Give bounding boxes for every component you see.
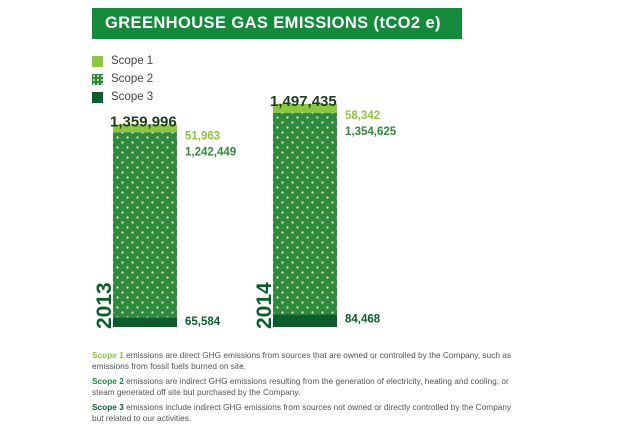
total-label-2014: 1,497,435 bbox=[270, 93, 337, 110]
bar-2014-scope-3 bbox=[273, 314, 337, 327]
note-scope-3-lead: Scope 3 bbox=[92, 402, 124, 412]
note-scope-2-lead: Scope 2 bbox=[92, 376, 124, 386]
value-label-2014-scope-1: 58,342 bbox=[345, 110, 380, 122]
bar-2013-scope-1 bbox=[113, 124, 177, 133]
total-label-2013: 1,359,996 bbox=[110, 113, 177, 130]
note-scope-1: Scope 1 emissions are direct GHG emissio… bbox=[92, 350, 512, 371]
value-label-2014-scope-2: 1,354,625 bbox=[345, 126, 397, 138]
legend-label-scope-3: Scope 3 bbox=[111, 91, 154, 103]
title-banner: GREENHOUSE GAS EMISSIONS (tCO2 e) bbox=[92, 8, 462, 39]
note-scope-1-lead: Scope 1 bbox=[92, 350, 124, 360]
legend-swatch-scope-2 bbox=[92, 74, 103, 85]
note-scope-2-text: emissions are indirect GHG emissions res… bbox=[92, 376, 509, 397]
note-scope-1-text: emissions are direct GHG emissions from … bbox=[92, 350, 512, 371]
bar-2014-scope-1 bbox=[273, 104, 337, 113]
bar-2013-scope-2 bbox=[113, 132, 177, 318]
bar-2014-scope-2 bbox=[273, 112, 337, 315]
year-label-2013: 2013 bbox=[93, 282, 116, 329]
value-label-2013-scope-2: 1,242,449 bbox=[185, 146, 236, 158]
legend-label-scope-2: Scope 2 bbox=[111, 73, 154, 85]
note-scope-2: Scope 2 emissions are indirect GHG emiss… bbox=[92, 376, 512, 397]
legend-swatch-scope-3 bbox=[92, 92, 103, 103]
legend-label-scope-1: Scope 1 bbox=[111, 55, 154, 67]
value-label-2014-scope-3: 84,468 bbox=[345, 313, 381, 325]
year-label-2014: 2014 bbox=[253, 282, 276, 329]
value-label-2013-scope-1: 51,963 bbox=[185, 130, 220, 142]
note-scope-3-text: emissions include indirect GHG emissions… bbox=[92, 402, 512, 423]
note-scope-3: Scope 3 emissions include indirect GHG e… bbox=[92, 402, 512, 423]
value-label-2013-scope-3: 65,584 bbox=[185, 316, 221, 328]
legend-swatch-scope-1 bbox=[92, 56, 103, 67]
chart-title: GREENHOUSE GAS EMISSIONS (tCO2 e) bbox=[105, 14, 441, 32]
bar-2013-scope-3 bbox=[113, 317, 177, 327]
